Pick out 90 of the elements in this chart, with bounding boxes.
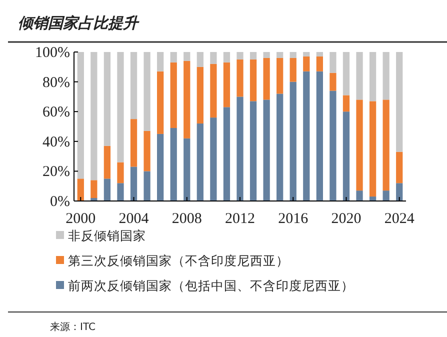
bar bbox=[90, 52, 98, 180]
bar bbox=[236, 96, 244, 201]
bar bbox=[144, 130, 150, 172]
bar bbox=[223, 107, 230, 201]
bar bbox=[369, 52, 376, 102]
bar bbox=[396, 52, 403, 152]
y-tick-label: 20% bbox=[42, 164, 70, 180]
x-tick-label: 2008 bbox=[172, 211, 202, 227]
bar bbox=[223, 52, 230, 62]
y-tick-label: 40% bbox=[42, 134, 70, 150]
bar bbox=[250, 59, 257, 102]
bar bbox=[196, 124, 204, 201]
bar bbox=[290, 58, 296, 82]
bar bbox=[223, 62, 230, 108]
bar bbox=[276, 52, 284, 58]
x-tick-label: 2020 bbox=[331, 211, 362, 227]
y-tick-label: 0% bbox=[50, 194, 70, 210]
bar bbox=[117, 162, 124, 184]
bar bbox=[382, 190, 390, 201]
bar bbox=[369, 101, 376, 197]
x-tick-label: 2024 bbox=[384, 211, 415, 227]
y-tick-label: 60% bbox=[42, 104, 70, 121]
bar bbox=[396, 152, 403, 184]
legend-label: 非反倾销国家 bbox=[68, 228, 146, 243]
bar bbox=[90, 180, 98, 198]
x-tick-label: 2016 bbox=[278, 211, 309, 227]
bar bbox=[263, 58, 270, 100]
bar bbox=[316, 52, 323, 56]
bar bbox=[104, 178, 111, 201]
bar bbox=[210, 52, 217, 64]
bar bbox=[117, 183, 124, 201]
bar bbox=[316, 56, 323, 72]
bar bbox=[330, 72, 336, 91]
bar bbox=[356, 190, 363, 201]
bar bbox=[396, 183, 403, 201]
x-tick-label: 2000 bbox=[66, 211, 96, 227]
bar bbox=[276, 58, 284, 94]
bar bbox=[330, 90, 336, 201]
bar bbox=[276, 94, 284, 201]
x-tick-label: 2004 bbox=[118, 211, 150, 227]
bar bbox=[77, 52, 84, 179]
bar bbox=[170, 128, 177, 201]
bar bbox=[157, 134, 164, 201]
bar bbox=[303, 71, 310, 201]
bar bbox=[170, 52, 177, 62]
bar bbox=[316, 71, 323, 201]
bar bbox=[330, 52, 336, 73]
bar bbox=[342, 95, 350, 112]
bar bbox=[77, 178, 84, 201]
source-note: 来源：ITC bbox=[50, 321, 96, 333]
bar bbox=[144, 171, 150, 201]
bar bbox=[263, 100, 270, 201]
bar bbox=[382, 100, 390, 191]
bar bbox=[342, 112, 350, 201]
bar bbox=[130, 52, 138, 120]
bar bbox=[303, 56, 310, 72]
bar bbox=[290, 82, 296, 201]
bar bbox=[104, 52, 111, 146]
bar bbox=[184, 52, 190, 61]
bar bbox=[303, 52, 310, 56]
legend-label: 第三次反倾销国家（不含印度尼西亚） bbox=[68, 253, 289, 268]
bar bbox=[196, 66, 204, 124]
bar bbox=[210, 64, 217, 118]
bar bbox=[250, 101, 257, 201]
bar bbox=[236, 59, 244, 97]
x-tick-label: 2012 bbox=[225, 211, 255, 227]
bar bbox=[382, 52, 390, 100]
bar bbox=[130, 119, 138, 167]
bar bbox=[117, 52, 124, 162]
y-tick-label: 80% bbox=[42, 74, 70, 91]
bar bbox=[263, 52, 270, 58]
bar bbox=[170, 62, 177, 128]
bar bbox=[157, 71, 164, 134]
bar bbox=[196, 52, 204, 67]
y-tick-label: 100% bbox=[35, 45, 70, 61]
legend-label: 前两次反倾销国家（包括中国、不含印度尼西亚） bbox=[68, 278, 354, 293]
bar bbox=[236, 52, 244, 60]
bar bbox=[250, 52, 257, 60]
bar bbox=[342, 52, 350, 96]
bar bbox=[184, 138, 190, 201]
bar bbox=[144, 52, 150, 131]
bar bbox=[130, 166, 138, 201]
chart-title: 倾销国家占比提升 bbox=[18, 14, 140, 32]
bar bbox=[210, 118, 217, 201]
bar bbox=[356, 52, 363, 100]
bar bbox=[104, 146, 111, 179]
bar bbox=[184, 60, 190, 138]
bar bbox=[290, 52, 296, 58]
bar bbox=[157, 52, 164, 72]
bar bbox=[356, 100, 363, 191]
